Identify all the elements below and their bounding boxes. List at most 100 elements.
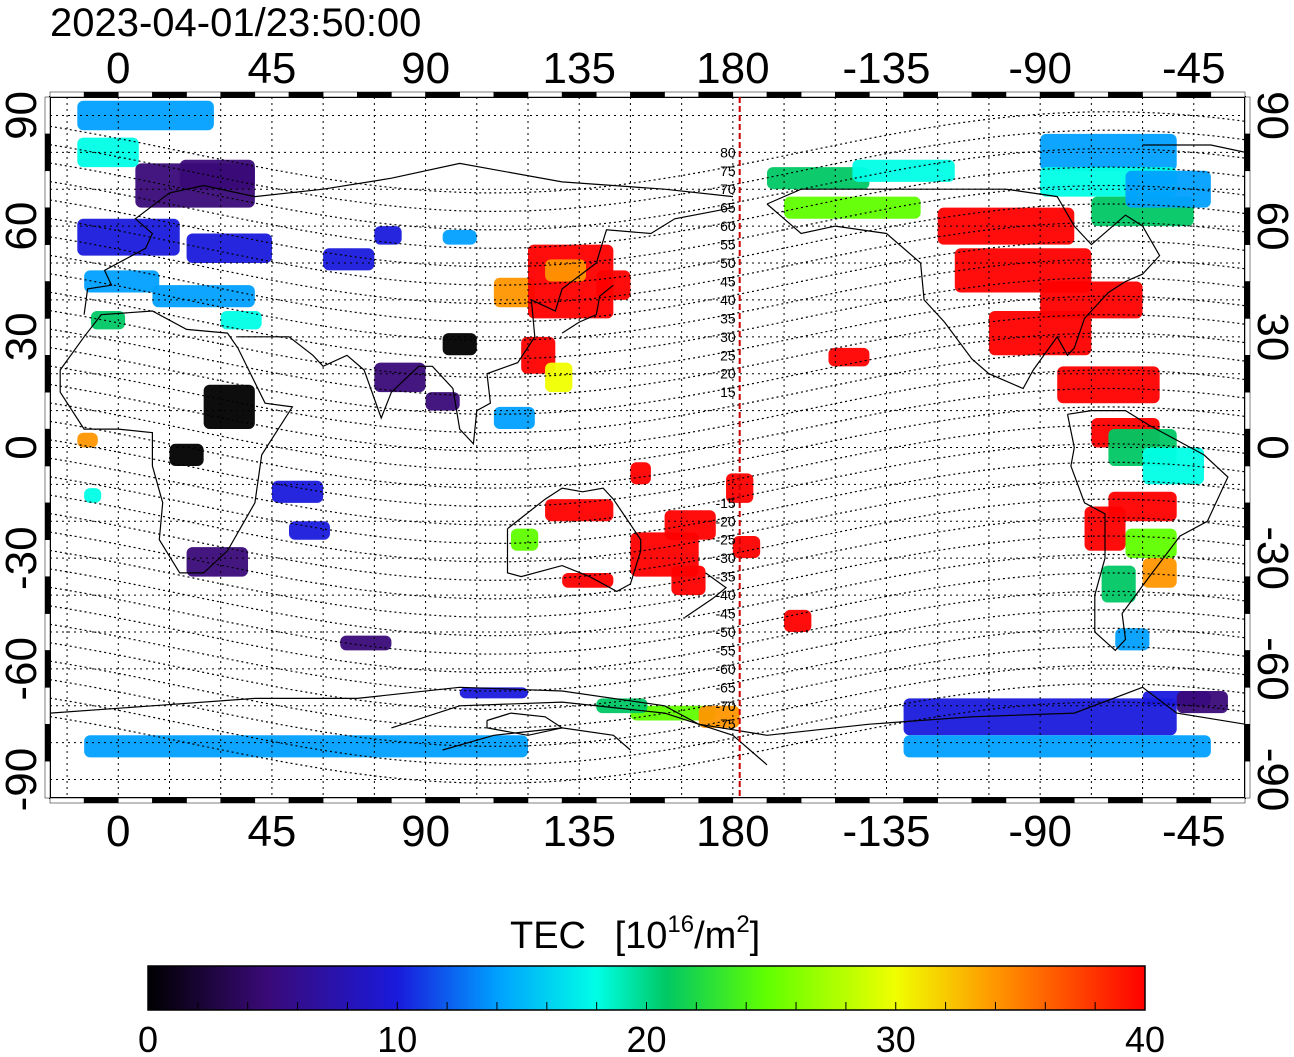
- tec-patch: [90, 310, 126, 330]
- frame-tick: [800, 91, 836, 98]
- frame-tick: [800, 797, 836, 804]
- tec-patch: [84, 488, 102, 503]
- lat-tick-label: 90: [1248, 91, 1294, 140]
- mlat-label: 60: [720, 218, 736, 234]
- frame-tick: [596, 797, 631, 804]
- tec-patch: [186, 547, 249, 577]
- tec-patch: [374, 226, 402, 245]
- tec-patch: [1101, 565, 1136, 603]
- frame-tick: [664, 797, 699, 804]
- tec-patch: [459, 687, 528, 699]
- lon-tick-label: 0: [106, 44, 130, 93]
- mlat-label: 65: [720, 200, 736, 216]
- tec-patch: [271, 480, 324, 503]
- mlat-label: -65: [715, 679, 735, 695]
- mlat-label: -55: [715, 642, 735, 658]
- tec-patch: [203, 384, 255, 430]
- coastline: [684, 572, 727, 618]
- tec-patch: [1142, 447, 1205, 485]
- colorbar-unit-prefix: [10: [615, 915, 668, 957]
- lon-tick-label: -135: [842, 44, 930, 93]
- frame-tick: [254, 797, 290, 804]
- tec-patch: [77, 100, 214, 131]
- coastlines: [50, 144, 1245, 766]
- tec-patch: [732, 536, 761, 559]
- coastline: [766, 188, 1161, 390]
- tec-patch: [828, 347, 870, 367]
- frame-tick: [493, 797, 529, 804]
- colorbar-tick-label: 40: [1125, 1019, 1165, 1057]
- tec-patch: [77, 137, 139, 168]
- frame-tick: [1108, 797, 1143, 804]
- tec-patch: [903, 735, 1211, 758]
- lat-tick-label: 30: [0, 312, 46, 361]
- frame-tick: [1039, 797, 1075, 804]
- tec-patch: [784, 196, 921, 219]
- mlat-label: -25: [715, 532, 735, 548]
- frame-tick: [971, 91, 1007, 98]
- coastline: [391, 701, 768, 766]
- mlat-label: 70: [720, 181, 736, 197]
- longitude-tick-labels-top: 0 45 90 135 180 -135 -90 -45: [106, 44, 1226, 93]
- frame-border-ticks: [44, 91, 1251, 804]
- colorbar-unit-suffix: ]: [750, 915, 761, 957]
- lat-tick-label: -60: [0, 637, 46, 701]
- frame-tick: [44, 391, 51, 430]
- mlat-label: 80: [720, 144, 736, 160]
- frame-tick: [322, 797, 358, 804]
- frame-tick: [459, 91, 495, 98]
- colorbar-unit-exponent: 16: [667, 911, 694, 938]
- mlat-label: -35: [715, 569, 735, 585]
- tec-patch: [442, 333, 477, 356]
- colorbar-tick-label: 30: [876, 1019, 916, 1057]
- colorbar: TEC [1016/m2] 0 10 20 30 40: [138, 911, 1165, 1057]
- tec-patch: [186, 233, 272, 264]
- tec-patch: [1057, 366, 1160, 404]
- frame-tick: [869, 797, 904, 804]
- frame-tick: [459, 797, 495, 804]
- frame-tick: [49, 797, 85, 804]
- frame-tick: [561, 797, 597, 804]
- frame-tick: [322, 91, 358, 98]
- frame-tick: [186, 797, 221, 804]
- frame-tick: [1108, 91, 1143, 98]
- mlat-label: 20: [720, 366, 736, 382]
- tec-data-layer: [50, 97, 1245, 798]
- frame-tick: [937, 797, 973, 804]
- mlat-label: -60: [715, 661, 735, 677]
- frame-tick: [835, 797, 870, 804]
- magnetic-latitude-labels: 80 75 70 65 60 55 50 45 40 35 30 25 20 15 -15 -20 -25 -30…: [715, 144, 735, 732]
- timestamp-title: 2023-04-01/23:50:00: [50, 1, 421, 45]
- coastline: [237, 207, 734, 446]
- tec-patch: [1040, 133, 1177, 171]
- coastline: [1066, 410, 1229, 652]
- frame-tick: [630, 91, 665, 98]
- tec-patch: [442, 229, 477, 245]
- tec-patch: [545, 499, 614, 522]
- lon-tick-label: -90: [1008, 807, 1072, 856]
- frame-tick: [1244, 465, 1251, 504]
- mlat-label: -30: [715, 550, 735, 566]
- frame-tick: [152, 91, 187, 98]
- lon-tick-label: 90: [401, 807, 450, 856]
- lat-tick-label: -90: [0, 748, 46, 812]
- frame-tick: [732, 797, 768, 804]
- tec-patch: [289, 521, 330, 540]
- tec-patch: [340, 635, 392, 651]
- tec-patch: [664, 510, 716, 540]
- frame-tick: [391, 797, 426, 804]
- frame-tick: [1244, 391, 1251, 430]
- tec-patch: [1125, 528, 1177, 559]
- frame-tick: [1176, 797, 1212, 804]
- lon-tick-label: -45: [1162, 44, 1226, 93]
- lat-tick-label: 0: [0, 435, 46, 459]
- colorbar-ticks: 0 10 20 30 40: [138, 1002, 1165, 1057]
- frame-tick: [1210, 797, 1246, 804]
- tec-patch: [493, 406, 535, 430]
- mlat-label: 50: [720, 255, 736, 271]
- lon-tick-label: 45: [247, 44, 296, 93]
- frame-tick: [1210, 91, 1246, 98]
- frame-tick: [186, 91, 221, 98]
- frame-tick: [49, 91, 85, 98]
- lon-tick-label: 180: [696, 44, 769, 93]
